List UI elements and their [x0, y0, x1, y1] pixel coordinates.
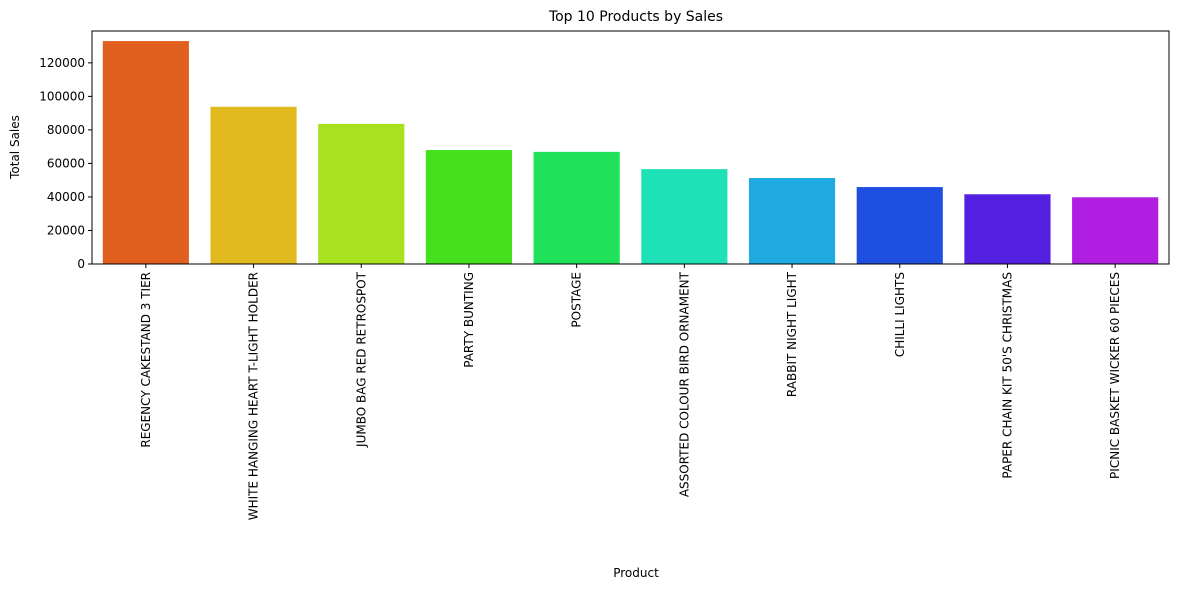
bar	[210, 106, 297, 265]
bar	[856, 187, 943, 264]
x-tick-label: REGENCY CAKESTAND 3 TIER	[139, 272, 153, 448]
bar	[533, 151, 620, 264]
y-axis-ticks: 0 20000 40000 60000 80000 100000 120000	[39, 56, 92, 271]
y-tick-label: 80000	[47, 123, 85, 137]
bar	[425, 150, 513, 264]
y-axis-title: Total Sales	[8, 115, 22, 180]
y-tick-label: 100000	[39, 89, 85, 103]
x-tick-label: ASSORTED COLOUR BIRD ORNAMENT	[677, 271, 691, 497]
bar	[102, 41, 189, 265]
chart-title: Top 10 Products by Sales	[548, 9, 723, 25]
bar	[1072, 197, 1159, 264]
bar	[748, 178, 836, 264]
bar	[964, 194, 1051, 264]
x-tick-label: CHILLI LIGHTS	[893, 272, 907, 357]
y-tick-label: 40000	[47, 190, 85, 204]
x-tick-label: POSTAGE	[570, 272, 584, 328]
y-tick-label: 120000	[39, 56, 85, 70]
x-tick-label: PAPER CHAIN KIT 50'S CHRISTMAS	[1000, 272, 1014, 479]
x-tick-label: WHITE HANGING HEART T-LIGHT HOLDER	[247, 272, 261, 520]
bars-layer	[102, 41, 1159, 265]
x-axis-title: Product	[613, 566, 659, 580]
x-tick-label: PICNIC BASKET WICKER 60 PIECES	[1108, 272, 1122, 479]
plot-frame	[91, 30, 1170, 265]
x-tick-label: JUMBO BAG RED RETROSPOT	[354, 271, 368, 448]
x-tick-label: RABBIT NIGHT LIGHT	[785, 271, 799, 397]
x-tick-label: PARTY BUNTING	[462, 272, 476, 368]
y-tick-label: 20000	[47, 223, 85, 237]
y-tick-label: 0	[77, 257, 85, 271]
y-tick-label: 60000	[47, 156, 85, 170]
bar	[318, 123, 405, 264]
bar	[641, 169, 728, 264]
x-axis-ticks: REGENCY CAKESTAND 3 TIER WHITE HANGING HE…	[139, 264, 1122, 520]
